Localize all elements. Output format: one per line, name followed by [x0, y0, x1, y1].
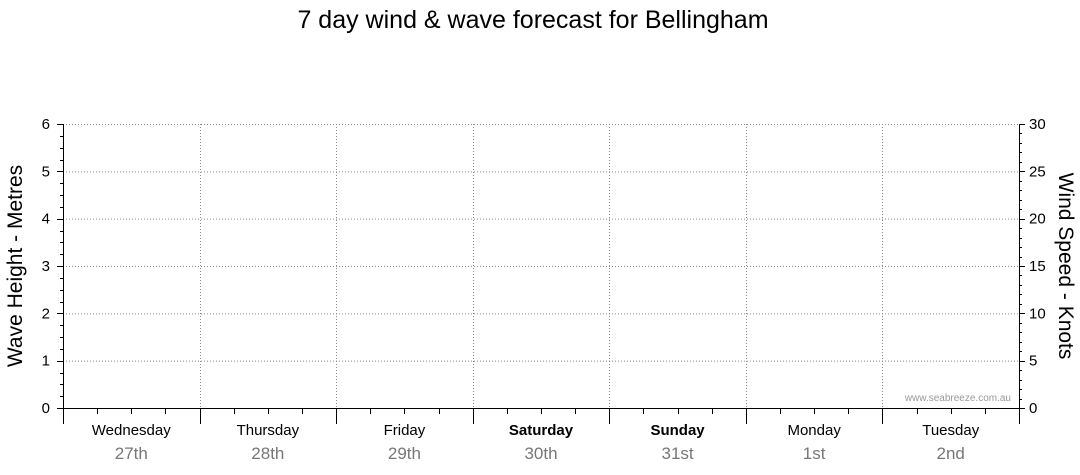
y2-tick-label: 20	[1029, 211, 1046, 228]
day-date-label: 29th	[388, 444, 421, 463]
y-tick-label: 3	[42, 258, 50, 275]
day-labels: Wednesday 27th Thursday 28th Friday 29th Satur…	[92, 422, 980, 463]
y-axis-label: Wave Height - Metres	[4, 165, 27, 367]
day-name-label: Monday	[787, 422, 841, 439]
day-name-label: Tuesday	[922, 422, 979, 439]
y2-tick-label: 15	[1029, 258, 1046, 275]
day-name-label: Saturday	[509, 422, 574, 439]
day-name-label: Friday	[384, 422, 426, 439]
y-tick-label: 2	[42, 305, 50, 322]
y2-tick-label: 25	[1029, 163, 1046, 180]
day-date-label: 28th	[251, 444, 284, 463]
y-tick-label: 4	[42, 211, 50, 228]
chart-title: 7 day wind & wave forecast for Bellingha…	[297, 6, 768, 34]
y-tick-label: 0	[42, 400, 50, 417]
y-tick-label: 6	[42, 116, 50, 133]
watermark: www.seabreeze.com.au	[904, 393, 1011, 404]
y-tick-label: 5	[42, 163, 50, 180]
grid	[63, 124, 1019, 408]
day-name-label: Thursday	[237, 422, 300, 439]
y2-tick-label: 0	[1029, 400, 1037, 417]
day-date-label: 27th	[115, 444, 148, 463]
day-name-label: Sunday	[650, 422, 705, 439]
day-date-label: 1st	[803, 444, 826, 463]
ticks: 0 1 2 3 4 5 6 0 5 10 15 20 25 30	[42, 116, 1046, 424]
y2-axis-label: Wind Speed - Knots	[1054, 173, 1077, 360]
day-date-label: 30th	[524, 444, 557, 463]
y2-tick-label: 5	[1029, 353, 1037, 370]
day-date-label: 31st	[662, 444, 694, 463]
y2-tick-label: 10	[1029, 305, 1046, 322]
day-name-label: Wednesday	[92, 422, 171, 439]
day-date-label: 2nd	[937, 444, 965, 463]
y-tick-label: 1	[42, 353, 50, 370]
y2-tick-label: 30	[1029, 116, 1046, 133]
